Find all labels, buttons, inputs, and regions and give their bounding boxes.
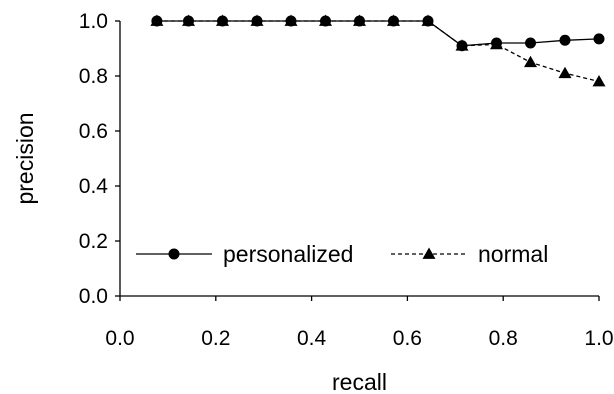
y-tick-label: 1.0: [79, 10, 108, 33]
x-tick-label: 1.0: [584, 327, 613, 350]
x-tick-label: 0.8: [489, 327, 518, 350]
data-point-personalized: [525, 38, 536, 49]
series-line-normal: [157, 21, 599, 82]
x-tick-label: 0.4: [297, 327, 327, 350]
y-axis-label: precision: [12, 112, 38, 204]
x-tick-label: 0.6: [393, 327, 422, 350]
y-tick-label: 0.0: [79, 285, 108, 308]
data-point-normal: [558, 67, 571, 78]
y-tick-label: 0.4: [79, 175, 109, 198]
y-tick-label: 0.2: [79, 230, 108, 253]
x-tick-label: 0.2: [201, 327, 230, 350]
legend-marker-normal: [423, 248, 436, 259]
y-tick-label: 0.6: [79, 120, 108, 143]
x-axis-label: recall: [332, 369, 387, 394]
x-tick-label: 0.0: [105, 327, 134, 350]
data-point-normal: [593, 75, 606, 86]
legend-label-personalized: personalized: [223, 241, 353, 267]
series-normal: [150, 15, 605, 87]
data-point-normal: [524, 56, 537, 67]
series-layer: [150, 15, 605, 87]
data-point-personalized: [559, 35, 570, 46]
legend-label-normal: normal: [478, 241, 548, 267]
chart-legend: personalized normal: [136, 241, 548, 267]
data-point-personalized: [594, 33, 605, 44]
legend-marker-personalized: [169, 249, 180, 260]
y-tick-label: 0.8: [79, 65, 108, 88]
